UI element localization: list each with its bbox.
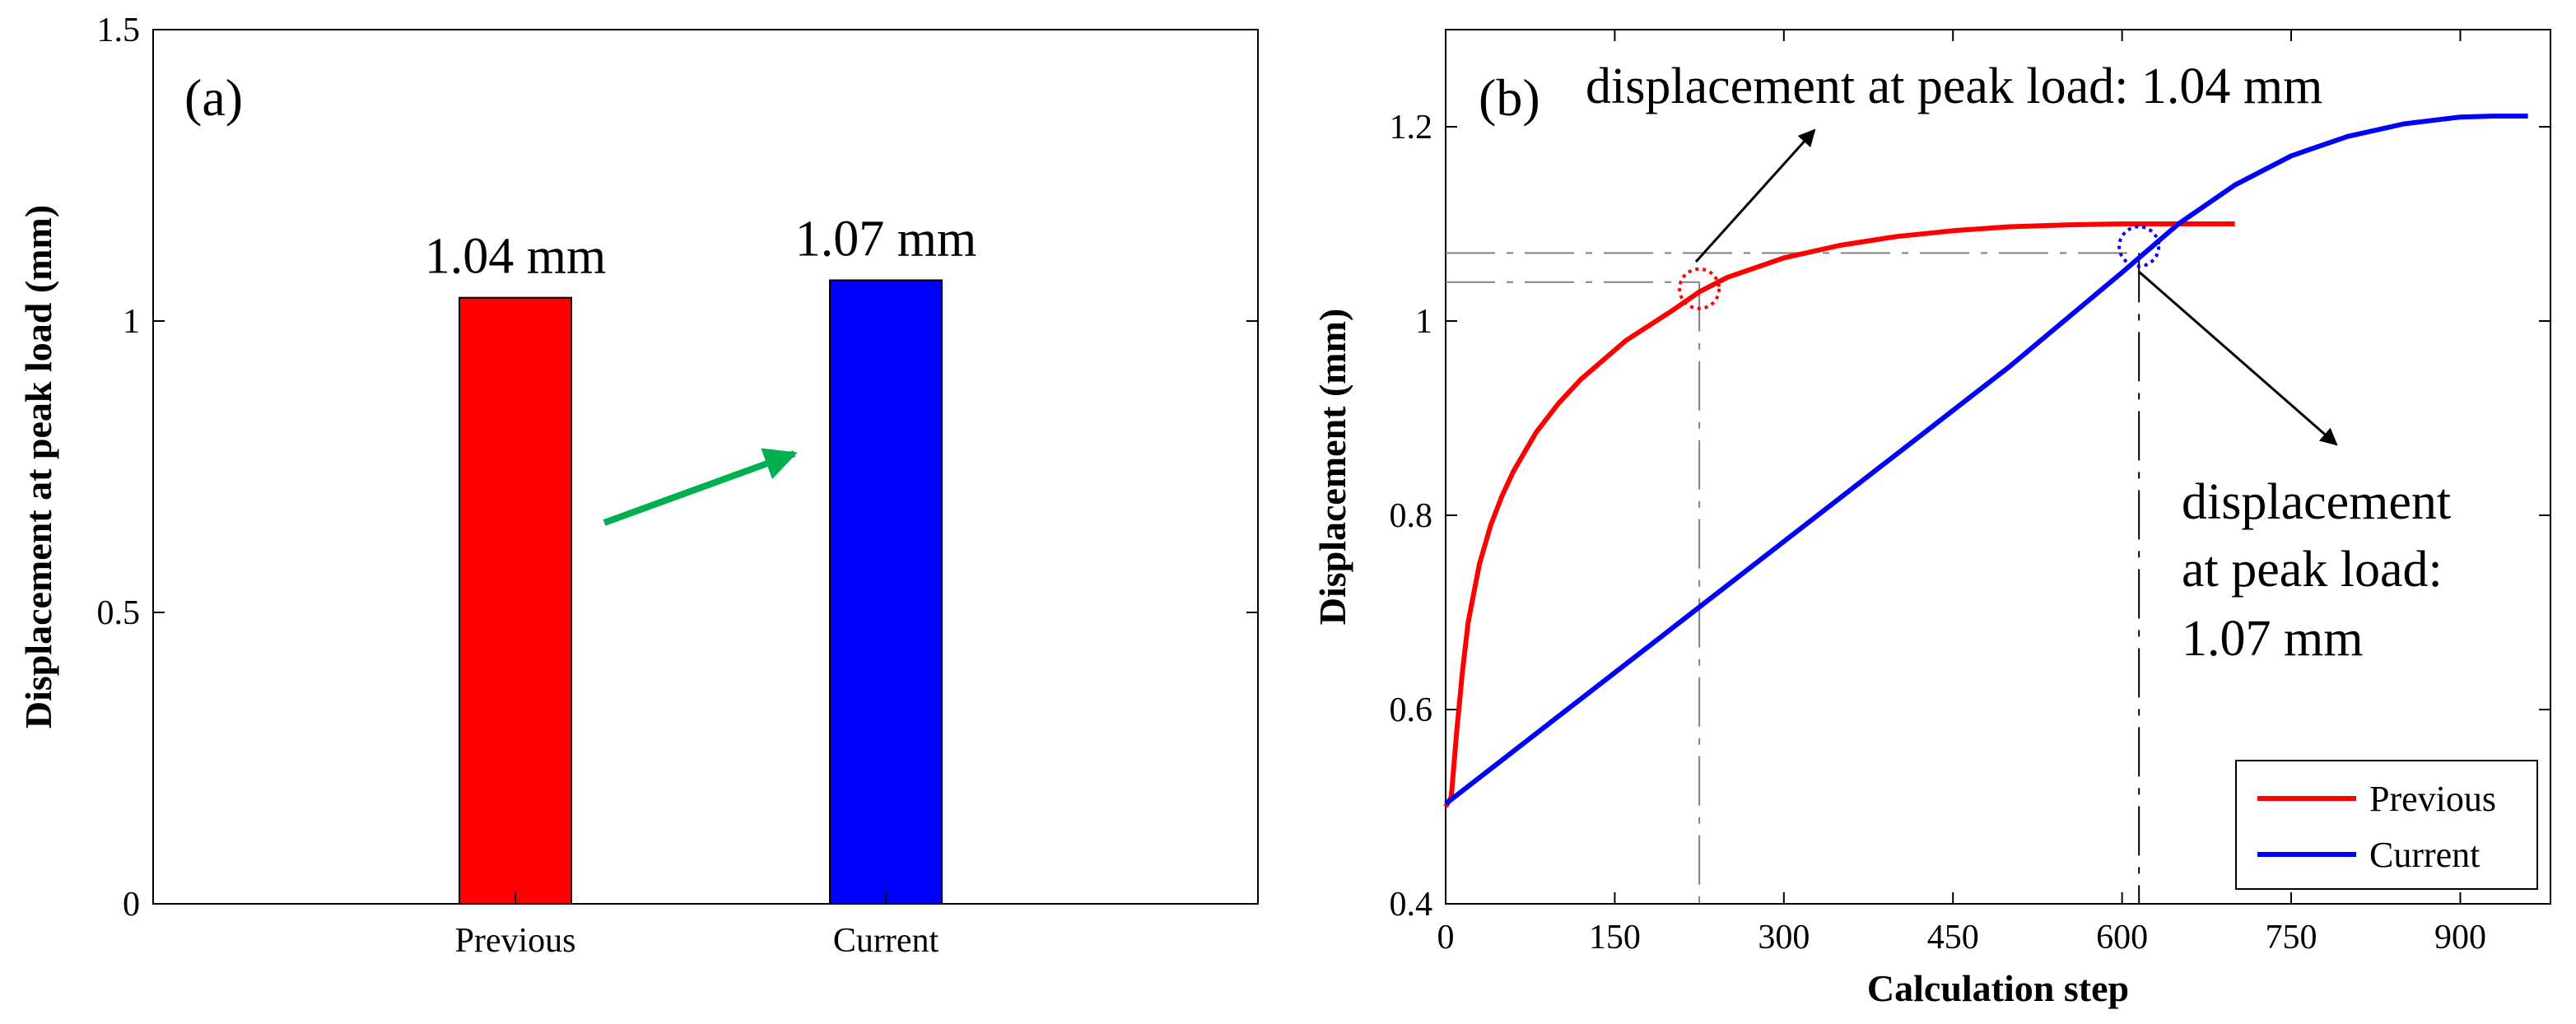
- bars: 1.04 mm 1.07 mm: [425, 211, 976, 905]
- line-chart-panel: 0.4 0.6 0.8 1 1.2 0 150 300 450 600 750 900 (b) Di…: [1311, 29, 2551, 1009]
- bar-value-label: 1.04 mm: [425, 229, 606, 285]
- panel-label-b: (b): [1479, 68, 1540, 127]
- x-tick-label: 150: [1589, 919, 1641, 957]
- peak-markers: [1678, 225, 2161, 310]
- y-axis-title-b: Displacement (mm): [1311, 309, 1353, 626]
- y-tick-label: 0.4: [1390, 886, 1433, 924]
- y-tick-label: 1: [123, 303, 140, 341]
- current-peak-annotation-line-2: at peak load:: [2182, 542, 2443, 598]
- y-tick-label: 0.8: [1390, 497, 1433, 535]
- legend-box: [2235, 760, 2538, 890]
- x-tick-label: 900: [2434, 919, 2486, 957]
- y-tick-label: 1.5: [97, 12, 141, 49]
- series-line-current: [1444, 114, 2528, 806]
- current-peak-arrow: [2138, 270, 2338, 446]
- legend-label-current: Current: [2369, 835, 2480, 875]
- increase-arrow: [603, 448, 798, 526]
- series-lines: [1443, 114, 2528, 808]
- series-line-previous: [1443, 221, 2235, 808]
- x-tick-label: 300: [1758, 919, 1810, 957]
- previous-peak-marker: [1678, 267, 1721, 310]
- previous-peak-arrow: [1694, 128, 1816, 263]
- bar-current: [829, 279, 943, 905]
- y-tick-label: 0.6: [1390, 691, 1433, 729]
- current-peak-marker: [2117, 225, 2161, 268]
- y-tick-label: 0: [123, 886, 140, 924]
- x-tick-label: Previous: [455, 922, 576, 960]
- y-tick-label: 1: [1415, 303, 1432, 341]
- current-peak-annotation-line-3: 1.07 mm: [2182, 611, 2363, 667]
- plot-area-a: [152, 29, 1259, 905]
- x-tick-label: Current: [833, 922, 939, 960]
- x-axis-a: Previous Current: [455, 892, 939, 960]
- bar-previous: [459, 296, 572, 905]
- y-axis-a: 0 0.5 1 1.5: [97, 12, 1258, 924]
- previous-peak-annotation: displacement at peak load: 1.04 mm: [1586, 58, 2322, 114]
- y-axis-title-a: Displacement at peak load (mm): [17, 205, 59, 728]
- x-axis-b: 0 150 300 450 600 750 900: [1437, 30, 2486, 957]
- x-tick-label: 600: [2096, 919, 2148, 957]
- x-tick-label: 0: [1437, 919, 1455, 957]
- legend: Previous Current: [2235, 760, 2538, 890]
- x-tick-label: 750: [2266, 919, 2317, 957]
- plot-area-b: [1445, 29, 2551, 905]
- bar-value-label: 1.07 mm: [795, 211, 976, 267]
- panel-label-a: (a): [184, 68, 243, 127]
- y-tick-label: 0.5: [97, 594, 141, 632]
- reference-lines: [1446, 252, 2140, 904]
- y-axis-b: 0.4 0.6 0.8 1 1.2: [1390, 109, 2550, 924]
- current-peak-annotation-line-1: displacement: [2182, 474, 2451, 530]
- legend-label-previous: Previous: [2369, 779, 2496, 819]
- x-axis-title-b: Calculation step: [1867, 967, 2129, 1009]
- bar-chart-panel: 00.511.5 1.04 mm 1.07 mm Previous Current …: [17, 12, 1259, 960]
- x-tick-label: 450: [1927, 919, 1979, 957]
- y-tick-label: 1.2: [1390, 109, 1433, 147]
